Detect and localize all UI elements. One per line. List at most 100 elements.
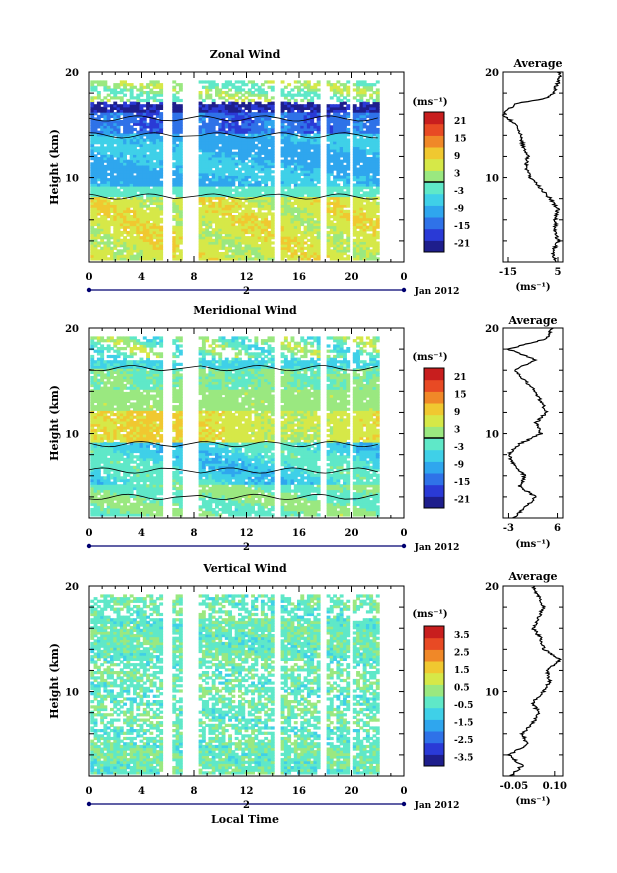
- heatmap-cell: [280, 127, 285, 132]
- heatmap-cell: [175, 222, 180, 227]
- heatmap-cell: [293, 222, 298, 227]
- heatmap-cell: [339, 159, 344, 163]
- heatmap-cell: [251, 222, 255, 227]
- heatmap-cell: [339, 225, 344, 229]
- heatmap-cell: [329, 157, 334, 161]
- heatmap-cell: [110, 428, 114, 432]
- heatmap-cell: [293, 117, 298, 121]
- heatmap-cell: [306, 154, 311, 158]
- heatmap-cell: [375, 183, 380, 187]
- heatmap-cell: [224, 122, 229, 126]
- heatmap-cell: [257, 88, 262, 92]
- heatmap-cell: [129, 199, 134, 203]
- heatmap-cell: [254, 191, 259, 195]
- heatmap-cell: [264, 254, 269, 258]
- heatmap-cell: [234, 80, 239, 84]
- heatmap-cell: [224, 207, 229, 211]
- heatmap-cell: [234, 112, 239, 116]
- heatmap-cell: [260, 83, 265, 87]
- heatmap-cell: [106, 344, 111, 348]
- heatmap-cell: [247, 141, 252, 145]
- heatmap-cell: [100, 83, 105, 87]
- heatmap-cell: [352, 172, 357, 176]
- heatmap-cell: [329, 196, 334, 200]
- heatmap-cell: [152, 201, 157, 205]
- heatmap-cell: [90, 236, 95, 240]
- heatmap-cell: [93, 130, 98, 134]
- heatmap-cell: [254, 106, 259, 110]
- heatmap-cell: [326, 130, 331, 134]
- heatmap-cell: [290, 225, 295, 229]
- heatmap-cell: [96, 130, 101, 134]
- heatmap-cell: [205, 125, 210, 129]
- heatmap-cell: [178, 146, 183, 150]
- heatmap-cell: [178, 217, 183, 221]
- heatmap-cell: [155, 215, 160, 219]
- heatmap-cell: [221, 117, 226, 121]
- heatmap-cell: [113, 146, 118, 150]
- heatmap-cell: [267, 117, 272, 121]
- heatmap-cell: [90, 183, 95, 187]
- heatmap-cell: [293, 186, 298, 190]
- heatmap-cell: [146, 157, 150, 161]
- heatmap-cell: [346, 220, 351, 224]
- heatmap-cell: [93, 196, 98, 200]
- heatmap-cell: [155, 133, 160, 137]
- heatmap-cell: [290, 133, 295, 137]
- heatmap-cell: [244, 252, 249, 256]
- heatmap-cell: [208, 257, 213, 261]
- heatmap-cell: [306, 164, 311, 169]
- heatmap-cell: [96, 170, 101, 174]
- heatmap-cell: [293, 151, 298, 155]
- heatmap-cell: [198, 180, 203, 184]
- heatmap-cell: [247, 106, 252, 110]
- heatmap-cell: [205, 159, 210, 163]
- heatmap-cell: [178, 141, 183, 145]
- heatmap-cell: [215, 143, 219, 147]
- heatmap-cell: [215, 138, 219, 142]
- heatmap-cell: [149, 146, 154, 150]
- heatmap-cell: [155, 222, 160, 227]
- heatmap-cell: [339, 146, 344, 150]
- heatmap-cell: [336, 215, 341, 219]
- heatmap-cell: [175, 167, 180, 171]
- heatmap-cell: [119, 193, 124, 198]
- heatmap-cell: [257, 252, 262, 256]
- heatmap-cell: [106, 365, 111, 369]
- heatmap-cell: [198, 209, 203, 213]
- heatmap-cell: [310, 91, 315, 95]
- heatmap-cell: [116, 164, 121, 169]
- heatmap-cell: [146, 133, 150, 137]
- heatmap-cell: [198, 143, 203, 147]
- heatmap-cell: [123, 122, 127, 126]
- heatmap-cell: [247, 257, 252, 261]
- heatmap-cell: [146, 191, 150, 195]
- heatmap-cell: [139, 217, 144, 221]
- heatmap-cell: [267, 157, 272, 161]
- heatmap-cell: [260, 167, 265, 171]
- heatmap-cell: [172, 143, 177, 147]
- heatmap-cell: [257, 207, 262, 211]
- heatmap-cell: [152, 199, 157, 203]
- heatmap-cell: [100, 513, 105, 517]
- heatmap-cell: [231, 220, 236, 224]
- heatmap-cell: [313, 241, 318, 245]
- heatmap-cell: [100, 238, 105, 242]
- heatmap-cell: [198, 241, 203, 245]
- heatmap-cell: [280, 230, 285, 235]
- heatmap-cell: [116, 104, 121, 108]
- heatmap-cell: [123, 244, 127, 248]
- heatmap-cell: [247, 188, 252, 192]
- heatmap-cell: [175, 209, 180, 213]
- heatmap-cell: [313, 257, 318, 261]
- heatmap-cell: [155, 252, 160, 256]
- heatmap-cell: [326, 188, 331, 192]
- heatmap-cell: [100, 476, 105, 480]
- heatmap-cell: [96, 460, 101, 464]
- heatmap-cell: [152, 143, 157, 147]
- heatmap-cell: [221, 112, 226, 116]
- heatmap-cell: [231, 228, 236, 232]
- heatmap-cell: [287, 106, 292, 110]
- heatmap-cell: [316, 154, 321, 158]
- heatmap-cell: [329, 109, 334, 113]
